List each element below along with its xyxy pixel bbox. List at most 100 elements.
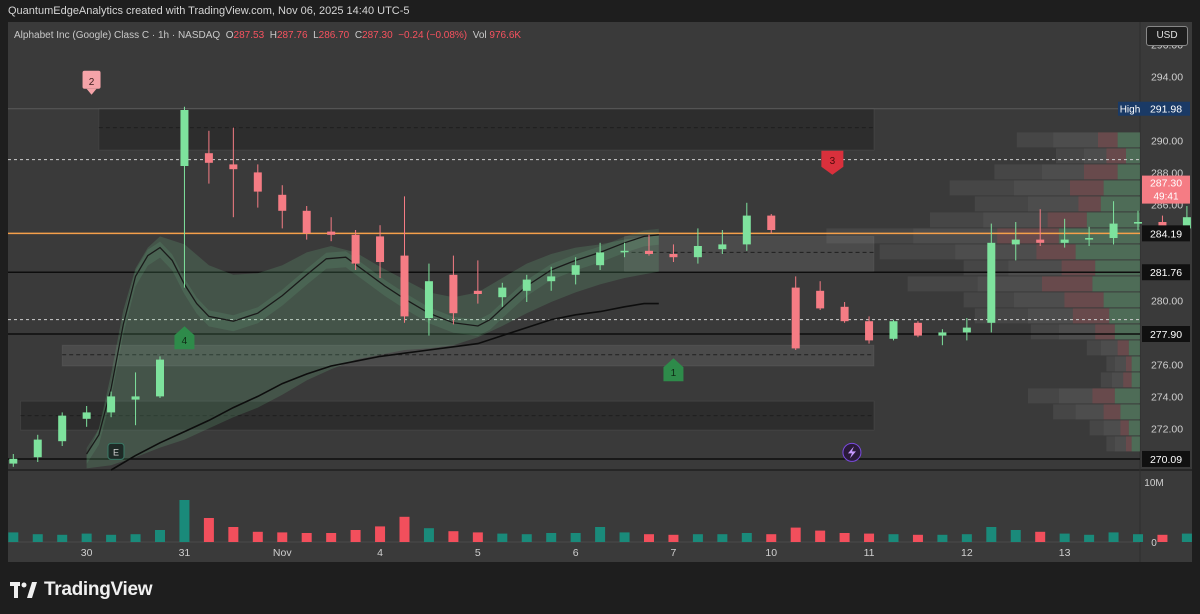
signal-marker-box xyxy=(821,150,844,175)
volume-profile-bar xyxy=(1014,180,1070,196)
candle xyxy=(302,206,311,240)
event-icon xyxy=(842,442,862,462)
x-tick-label: 31 xyxy=(179,547,191,559)
volume-profile-bar xyxy=(1103,292,1140,308)
volume-bar xyxy=(1108,532,1119,542)
candle xyxy=(229,127,238,218)
candle xyxy=(376,225,385,278)
y-tick-label: 274.00 xyxy=(1151,391,1183,403)
candle-body xyxy=(278,194,287,211)
volume-profile-bar xyxy=(1042,276,1093,292)
candle xyxy=(351,230,360,270)
volume-profile-bar xyxy=(1047,212,1087,228)
candle-body xyxy=(1011,239,1020,245)
volume-bar xyxy=(1035,531,1046,542)
candle-body xyxy=(791,287,800,349)
symbol-legend: Alphabet Inc (Google) Class C · 1h · NAS… xyxy=(14,30,521,41)
candle-body xyxy=(1060,239,1069,243)
volume-bar xyxy=(619,532,630,542)
volume-bar xyxy=(497,533,508,542)
y-tick-label: 290.00 xyxy=(1151,135,1183,147)
candle-body xyxy=(620,250,629,253)
volume-profile-bar xyxy=(1084,148,1107,164)
candle xyxy=(547,266,556,291)
tradingview-logo[interactable]: TradingView xyxy=(10,578,153,602)
candle-body xyxy=(107,396,116,413)
volume-profile-bar xyxy=(1117,132,1140,148)
volume-profile-bar xyxy=(1072,308,1110,324)
candle-body xyxy=(9,458,18,464)
fast-moving-average xyxy=(86,234,659,455)
volume-profile-bar xyxy=(1092,276,1140,292)
candle-body xyxy=(767,215,776,230)
candle xyxy=(278,185,287,229)
candle-body xyxy=(351,234,360,264)
candle xyxy=(33,434,42,462)
y-tick-label: 294.00 xyxy=(1151,71,1183,83)
candle xyxy=(1134,210,1142,230)
volume-profile-bar xyxy=(1126,436,1132,452)
signal-marker: 1 xyxy=(663,358,684,382)
candle-body xyxy=(1036,239,1045,243)
candle xyxy=(400,196,409,323)
vol-value: 976.6K xyxy=(489,30,522,41)
volume-profile-bar xyxy=(1123,372,1132,388)
volume-profile-bar xyxy=(1061,260,1096,276)
volume-bar xyxy=(1133,534,1143,542)
volume-profile-bar xyxy=(1092,388,1115,404)
current-price-tag-box xyxy=(1142,175,1190,204)
candle xyxy=(889,319,898,341)
earnings-marker-box xyxy=(107,442,125,460)
volume-bar xyxy=(912,534,923,542)
volume-profile-bar xyxy=(1089,420,1104,436)
volume-bar xyxy=(595,527,606,542)
volume-bar xyxy=(888,534,899,542)
price-tag-box xyxy=(1142,264,1190,281)
candlestick-chart[interactable]: 2341E270.00272.00274.00276.00278.00280.0… xyxy=(8,22,1192,562)
x-tick-label: Nov xyxy=(273,547,292,559)
open-value: 287.53 xyxy=(233,30,265,41)
x-tick-label: 4 xyxy=(377,547,383,559)
volume-bar xyxy=(32,534,43,542)
volume-pane xyxy=(8,470,1140,562)
volume-profile-bar xyxy=(1095,260,1140,276)
volume-profile-bar xyxy=(1106,436,1115,452)
candle xyxy=(571,257,580,285)
price-tag-label: 284.19 xyxy=(1150,228,1182,240)
candle-body xyxy=(522,279,531,291)
candle xyxy=(180,106,189,288)
x-tick-label: 6 xyxy=(573,547,579,559)
volume-profile-bar xyxy=(1078,196,1101,212)
volume-profile-bar xyxy=(1106,148,1126,164)
candle-body xyxy=(473,290,482,294)
volume-bar xyxy=(130,534,141,542)
candle xyxy=(693,228,702,264)
volume-profile-bar xyxy=(1128,420,1140,436)
volume-profile-bar xyxy=(1114,388,1140,404)
low-label: L xyxy=(313,30,319,41)
price-tag-label: 277.90 xyxy=(1150,329,1182,341)
top-credit-bar: QuantumEdgeAnalytics created with Tradin… xyxy=(0,0,1200,22)
volume-bar xyxy=(1181,533,1192,542)
candle xyxy=(840,302,849,323)
tradingview-logo-text: TradingView xyxy=(44,579,153,600)
volume-profile-bar xyxy=(1086,340,1101,356)
candle-body xyxy=(253,172,262,192)
candle-body xyxy=(424,281,433,318)
candle-body xyxy=(693,246,702,258)
candle-body xyxy=(1134,222,1142,224)
price-tag-label: 281.76 xyxy=(1150,267,1182,279)
currency-button[interactable]: USD xyxy=(1146,26,1188,46)
high-label: H xyxy=(269,30,277,41)
price-tag-label: 270.09 xyxy=(1150,454,1182,466)
candle xyxy=(620,242,629,258)
signal-marker-pointer xyxy=(86,88,97,95)
low-value: 286.70 xyxy=(318,30,350,41)
volume-profile-bar xyxy=(1117,164,1140,180)
volume-profile-bar xyxy=(1053,132,1098,148)
candle-body xyxy=(669,254,678,258)
chart-frame[interactable]: 2341E270.00272.00274.00276.00278.00280.0… xyxy=(8,22,1192,562)
candle-body xyxy=(156,359,164,397)
volume-profile-bar xyxy=(1114,324,1140,340)
signal-marker-box xyxy=(82,70,101,89)
